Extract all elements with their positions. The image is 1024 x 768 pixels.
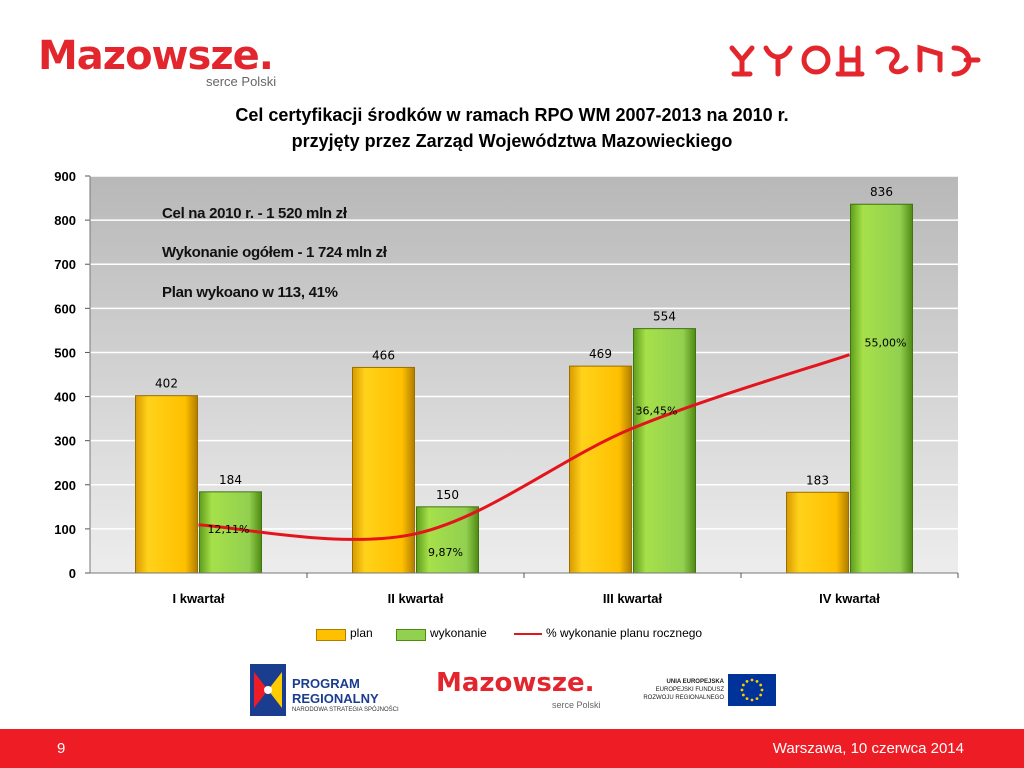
y-tick-label: 300 — [54, 434, 76, 449]
footer-mazowsze-subtitle: serce Polski — [552, 700, 601, 710]
eu-star — [750, 698, 754, 702]
bar-wykonanie — [633, 328, 696, 574]
bar-label-wykonanie: 184 — [219, 473, 242, 487]
bar-wykonanie — [416, 506, 479, 574]
eu-flag-icon — [728, 674, 776, 706]
percent-label: 55,00% — [865, 337, 907, 350]
program-regionalny-icon — [250, 664, 286, 716]
footer-mazowsze-logo: Mazowsze. — [436, 668, 595, 698]
bar-label-plan: 183 — [806, 473, 829, 487]
y-tick-label: 900 — [54, 169, 76, 184]
bar-label-plan: 466 — [372, 348, 395, 362]
eu-star — [759, 683, 763, 687]
title-line-2: przyjęty przez Zarząd Województwa Mazowi… — [291, 131, 733, 151]
annotation-percent: Plan wykoano w 113, 41% — [162, 284, 338, 301]
decorative-glyphs-icon — [729, 44, 981, 77]
percent-line — [198, 353, 850, 541]
y-tick-label: 600 — [54, 301, 76, 316]
eu-star — [745, 697, 749, 701]
bar-wykonanie — [850, 203, 913, 574]
bar-chart: 402 184 466 150 469 554 183 836 12,11% 9,87% 36,45… — [54, 169, 959, 606]
eu-star — [750, 678, 754, 682]
eu-star — [760, 688, 764, 692]
bar-plan — [135, 395, 198, 574]
y-tick-label: 400 — [54, 390, 76, 405]
x-tick-label: III kwartał — [603, 591, 663, 606]
legend-label-plan: plan — [350, 626, 373, 640]
eu-star — [740, 688, 744, 692]
bar-plan — [352, 366, 415, 574]
bar-plan — [786, 491, 849, 574]
footer-date: Warszawa, 10 czerwca 2014 — [772, 740, 964, 757]
y-tick-label: 500 — [54, 345, 76, 360]
x-tick-label: I kwartał — [172, 591, 224, 606]
bar-plan — [569, 365, 632, 574]
y-tick-label: 100 — [54, 522, 76, 537]
y-tick-label: 200 — [54, 478, 76, 493]
legend-label-wykonanie: wykonanie — [430, 626, 487, 640]
legend-label-percent: % wykonanie planu rocznego — [546, 626, 703, 640]
x-tick-label: II kwartał — [388, 591, 444, 606]
eu-star — [755, 697, 759, 701]
mazowsze-logo: Mazowsze. serce Polski — [38, 34, 298, 94]
eu-star — [741, 683, 745, 687]
bar-label-plan: 469 — [589, 347, 612, 361]
percent-label: 9,87% — [428, 546, 463, 559]
footer-logos: PROGRAM REGIONALNY NARODOWA STRATEGIA SP… — [0, 660, 1024, 720]
eu-star — [759, 693, 763, 697]
eu-text: UNIA EUROPEJSKA EUROPEJSKI FUNDUSZ ROZWO… — [643, 679, 724, 701]
eu-star — [755, 679, 759, 683]
title-line-1: Cel certyfikacji środków w ramach RPO WM… — [235, 105, 789, 125]
logo-wordmark: Mazowsze. — [38, 33, 274, 79]
y-tick-label: 0 — [69, 566, 76, 581]
logo-subtitle: serce Polski — [206, 74, 277, 89]
legend-swatch-plan — [316, 629, 346, 641]
annotation-total: Wykonanie ogółem - 1 724 mln zł — [162, 244, 387, 261]
legend-line-percent — [514, 633, 542, 635]
eu-star — [745, 679, 749, 683]
bar-label-plan: 402 — [155, 377, 178, 391]
percent-label: 36,45% — [636, 404, 678, 417]
page-number: 9 — [57, 740, 66, 757]
footer-bar: 9 Warszawa, 10 czerwca 2014 — [0, 729, 1024, 768]
eu-star — [741, 693, 745, 697]
x-tick-label: IV kwartał — [819, 591, 880, 606]
annotation-target: Cel na 2010 r. - 1 520 mln zł — [162, 205, 347, 222]
y-tick-label: 800 — [54, 213, 76, 228]
legend-swatch-wykonanie — [396, 629, 426, 641]
y-tick-label: 700 — [54, 257, 76, 272]
program-regionalny-text: PROGRAM REGIONALNY NARODOWA STRATEGIA SP… — [292, 676, 399, 713]
bar-label-wykonanie: 150 — [436, 488, 459, 502]
bar-label-wykonanie: 554 — [653, 310, 676, 324]
percent-label: 12,11% — [208, 523, 250, 536]
chart-title: Cel certyfikacji środków w ramach RPO WM… — [0, 102, 1024, 154]
bar-label-wykonanie: 836 — [870, 185, 893, 199]
